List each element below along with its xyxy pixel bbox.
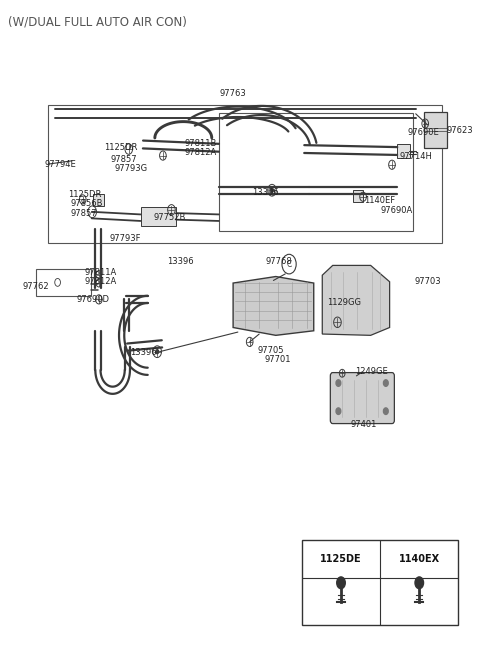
Text: 97401: 97401 [351,420,377,429]
Text: 1129GG: 1129GG [327,298,361,307]
Text: 97856B: 97856B [71,200,103,208]
Circle shape [337,577,345,589]
Bar [424,112,446,148]
Bar [397,144,410,159]
Text: 97752B: 97752B [154,212,186,221]
Circle shape [156,350,158,354]
Text: 1140EX: 1140EX [399,553,440,563]
Text: 1140EF: 1140EF [364,196,395,205]
Circle shape [415,577,423,589]
Text: 97812A: 97812A [185,148,217,157]
Text: 13396: 13396 [167,257,193,266]
Text: 97768: 97768 [265,257,292,266]
Polygon shape [322,265,390,335]
Text: 97762: 97762 [22,282,48,291]
Text: 97857: 97857 [111,155,137,164]
Text: 13396: 13396 [130,348,157,357]
Text: 97857: 97857 [71,209,97,217]
Polygon shape [233,276,314,335]
Text: 97690A: 97690A [380,206,412,215]
Text: 13396: 13396 [252,189,279,197]
Text: 97714H: 97714H [399,152,432,160]
Bar [353,190,363,202]
Text: (W/DUAL FULL AUTO AIR CON): (W/DUAL FULL AUTO AIR CON) [8,15,187,28]
Bar [48,105,442,242]
Circle shape [271,188,274,192]
Text: 97763: 97763 [220,89,246,98]
Circle shape [384,380,388,386]
Text: 97794E: 97794E [44,160,76,168]
Text: 97703: 97703 [414,276,441,286]
Bar [36,269,91,296]
Text: 1125DR: 1125DR [68,191,101,199]
Circle shape [336,380,341,386]
Text: 97793F: 97793F [110,234,141,243]
Circle shape [384,408,388,415]
Text: 97811B: 97811B [185,139,217,147]
Bar [93,194,104,206]
Text: 1125DR: 1125DR [104,143,137,152]
Text: 97705: 97705 [258,346,284,355]
Bar [219,113,413,231]
Text: 1125DE: 1125DE [320,553,362,563]
Text: C: C [287,259,292,269]
Text: 97793G: 97793G [115,164,148,173]
Text: 97812A: 97812A [84,277,117,286]
Bar [141,207,176,225]
Text: 1249GE: 1249GE [356,367,388,377]
FancyBboxPatch shape [330,373,395,424]
Text: 97623: 97623 [446,126,473,135]
Text: 97690E: 97690E [408,128,439,138]
Circle shape [336,408,341,415]
Text: 97811A: 97811A [84,268,117,277]
Text: 97701: 97701 [264,355,291,364]
Bar [302,540,458,625]
Text: 97690D: 97690D [77,295,109,304]
